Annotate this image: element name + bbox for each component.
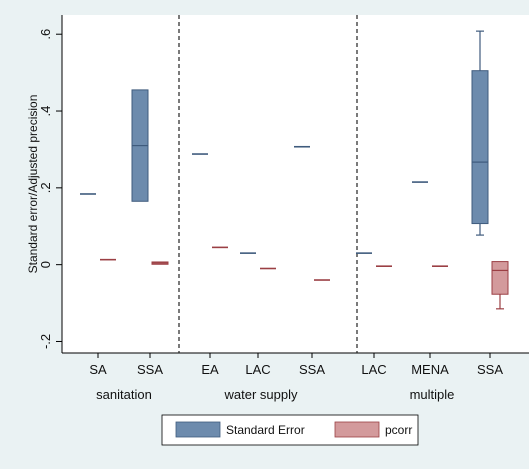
category-labels: SA SSA EA LAC SSA LAC MENA SSA [89,353,503,377]
y-axis-ticks: -.2 0 .2 .4 .6 [38,29,62,349]
category-label: SSA [137,362,163,377]
legend-swatch-standard-error [175,421,221,438]
y-axis-label: Standard error/Adjusted precision [26,95,40,274]
y-tick-label: .6 [38,29,53,40]
group-label: water supply [224,387,298,402]
category-label: SSA [299,362,325,377]
legend-label-pcorr: pcorr [385,423,412,437]
boxes [80,30,509,310]
group-label: multiple [410,387,455,402]
group-label: sanitation [96,387,152,402]
group-labels: sanitation water supply multiple [96,387,454,402]
legend: Standard Error pcorr [161,414,419,446]
category-label: EA [201,362,219,377]
group-dividers [178,15,358,353]
y-tick-label: .2 [38,182,53,193]
box-standard-error-sanitation-ssa [131,89,149,202]
category-label: SA [89,362,107,377]
legend-label-standard-error: Standard Error [226,423,305,437]
y-tick-label: -.2 [38,334,53,349]
box-standard-error-multiple-ssa [471,30,489,236]
y-tick-label: 0 [38,261,53,268]
y-tick-label: .4 [38,106,53,117]
category-label: LAC [245,362,270,377]
category-label: SSA [477,362,503,377]
category-label: LAC [361,362,386,377]
box-pcorr-sanitation-ssa [151,261,169,265]
box-pcorr-multiple-ssa [491,261,509,310]
legend-swatch-pcorr [334,421,380,438]
category-label: MENA [411,362,449,377]
